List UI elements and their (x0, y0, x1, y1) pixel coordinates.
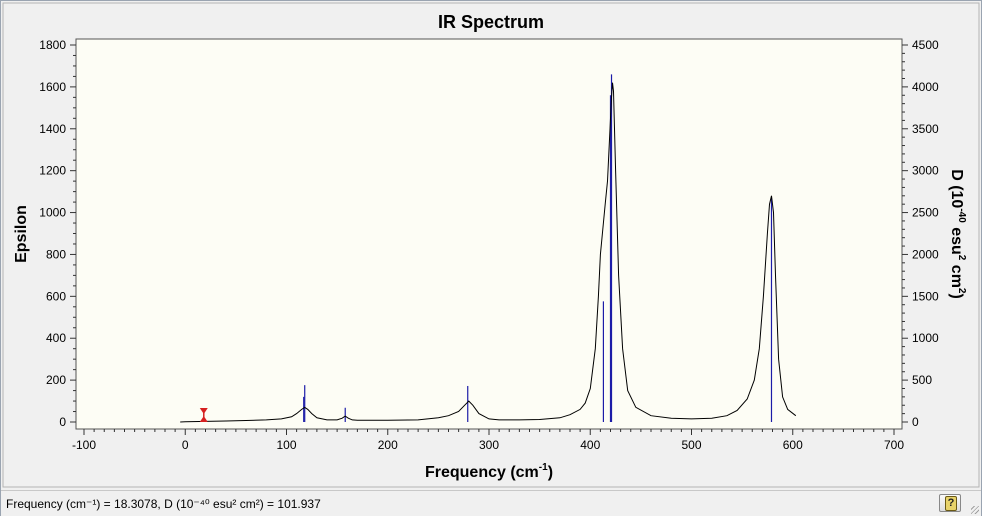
y2-tick-label: 2000 (912, 247, 939, 261)
x-tick-label: 200 (378, 438, 398, 452)
x-tick-label: 0 (182, 438, 189, 452)
y-tick-label: 400 (46, 331, 66, 345)
chart-area[interactable]: IR Spectrum -100 0 100 200 300 400 500 600 700 0 2… (1, 1, 981, 489)
spectrum-line (180, 82, 797, 423)
y2-tick-label: 500 (912, 373, 932, 387)
y-tick-label: 600 (46, 289, 66, 303)
x-tick-label: 700 (884, 438, 904, 452)
y-tick-label: 0 (59, 415, 66, 429)
y-tick-label: 1000 (39, 206, 66, 220)
help-button[interactable]: ? (939, 494, 961, 512)
x-tick-label: 100 (276, 438, 296, 452)
y2-tick-label: 4500 (912, 38, 939, 52)
y2-tick-label: 4000 (912, 80, 939, 94)
y-tick-label: 1200 (39, 164, 66, 178)
marker-bottom-icon (199, 416, 208, 422)
y2-tick-label: 1500 (912, 289, 939, 303)
y2-tick-label: 3500 (912, 122, 939, 136)
y-tick-label: 1800 (39, 38, 66, 52)
y2-tick-label: 3000 (912, 164, 939, 178)
y-axis-label: Epsilon (13, 205, 30, 263)
y2-tick-label: 2500 (912, 206, 939, 220)
y2-tick-label: 0 (912, 415, 919, 429)
axes-ticks: -100 0 100 200 300 400 500 600 700 0 200 400 600 800 1… (39, 38, 939, 452)
x-tick-label: 400 (580, 438, 600, 452)
help-icon: ? (945, 496, 957, 511)
plot-area[interactable] (75, 38, 903, 430)
status-bar: Frequency (cm⁻¹) = 18.3078, D (10⁻⁴⁰ esu… (1, 490, 981, 516)
y2-axis-label: D (10-40 esu2 cm2) (948, 169, 967, 299)
cursor-marker[interactable] (199, 408, 208, 422)
y2-tick-label: 1000 (912, 331, 939, 345)
x-tick-label: 500 (681, 438, 701, 452)
y-tick-label: 200 (46, 373, 66, 387)
ir-spectrum-chart[interactable]: IR Spectrum -100 0 100 200 300 400 500 600 700 0 2… (1, 1, 981, 489)
intensity-sticks (303, 74, 773, 422)
marker-top-icon (199, 408, 208, 414)
x-tick-label: 600 (783, 438, 803, 452)
x-tick-label: -100 (72, 438, 96, 452)
resize-grip-icon[interactable] (971, 506, 979, 514)
x-tick-label: 300 (479, 438, 499, 452)
y-tick-label: 800 (46, 247, 66, 261)
coordinate-readout: Frequency (cm⁻¹) = 18.3078, D (10⁻⁴⁰ esu… (6, 497, 321, 511)
chart-title: IR Spectrum (438, 12, 544, 32)
x-axis-label: Frequency (cm-1) (425, 462, 553, 481)
y-tick-label: 1400 (39, 122, 66, 136)
y-tick-label: 1600 (39, 80, 66, 94)
